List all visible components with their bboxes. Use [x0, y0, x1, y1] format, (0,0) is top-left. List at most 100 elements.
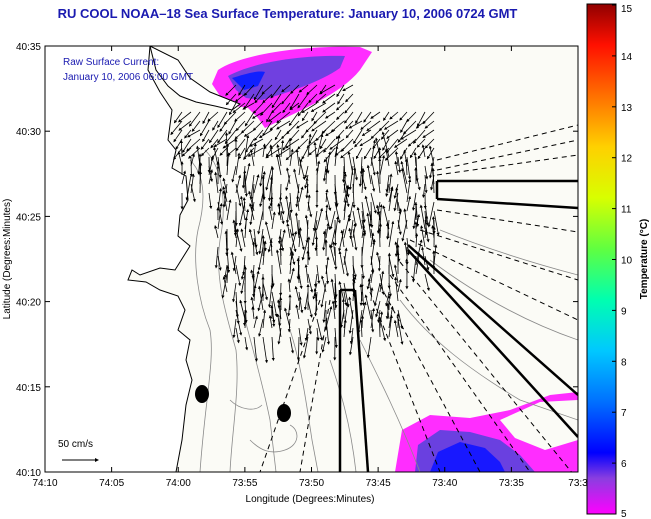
current-vector — [361, 201, 366, 223]
current-vector — [347, 201, 354, 222]
current-vector — [208, 192, 213, 210]
current-vector — [243, 84, 255, 96]
current-vector — [361, 129, 372, 136]
current-vector — [289, 210, 295, 237]
current-vector — [298, 84, 309, 93]
current-vector — [298, 186, 304, 203]
current-vector — [304, 214, 309, 230]
current-vector — [243, 93, 255, 110]
current-vector — [253, 228, 258, 249]
current-vector — [334, 145, 339, 167]
current-vector — [330, 120, 345, 133]
colorbar-tick-label: 7 — [621, 408, 627, 419]
current-vector — [415, 174, 421, 191]
current-vector — [316, 327, 320, 341]
current-vector — [393, 264, 399, 284]
current-vector — [275, 153, 282, 176]
current-vector — [268, 205, 273, 221]
current-vector — [307, 194, 311, 212]
current-vector — [210, 138, 219, 149]
current-vector — [214, 171, 219, 194]
current-vector — [281, 93, 291, 105]
current-vector — [289, 336, 295, 354]
current-vector — [207, 111, 219, 122]
current-vector — [385, 174, 390, 193]
current-vector — [403, 208, 408, 230]
current-vector — [269, 144, 273, 158]
current-vector — [228, 120, 237, 135]
current-vector — [343, 302, 349, 329]
current-vector — [328, 244, 336, 266]
current-vector — [234, 111, 246, 122]
current-vector — [231, 165, 237, 183]
current-vector — [274, 129, 282, 141]
current-vector — [386, 138, 399, 154]
current-vector — [399, 111, 408, 121]
colorbar-tick-label: 6 — [621, 459, 627, 470]
current-vector — [271, 273, 275, 287]
current-vector — [348, 227, 354, 248]
current-vector — [232, 282, 237, 303]
current-vector — [304, 174, 309, 189]
current-vector — [276, 144, 282, 167]
current-vector — [277, 299, 282, 320]
current-vector — [320, 282, 327, 308]
current-vector — [433, 244, 438, 266]
current-vector — [406, 195, 412, 212]
current-vector — [301, 237, 309, 261]
current-vector — [348, 165, 354, 191]
current-vector — [422, 183, 426, 199]
current-vector — [229, 102, 237, 116]
current-vector — [404, 158, 408, 176]
current-vector — [270, 166, 275, 185]
current-vector — [232, 102, 246, 114]
current-vector — [400, 160, 408, 185]
current-vector — [366, 164, 372, 185]
sst-gap — [500, 400, 578, 450]
current-vector — [221, 273, 228, 299]
current-vector — [294, 285, 300, 302]
current-vector — [397, 278, 402, 293]
current-vector — [370, 238, 376, 266]
current-vector — [313, 292, 318, 311]
current-vector — [424, 219, 430, 243]
current-vector — [270, 84, 282, 99]
current-vector — [332, 241, 336, 257]
current-vector — [188, 111, 201, 127]
current-vector — [378, 223, 383, 239]
current-vector — [222, 276, 228, 293]
current-vector — [190, 153, 195, 167]
current-vector — [318, 84, 336, 95]
current-vector — [208, 155, 215, 176]
current-vector — [247, 147, 264, 157]
colorbar-tick-label: 11 — [621, 205, 632, 216]
current-vector — [238, 147, 246, 160]
current-vector — [325, 188, 329, 203]
current-vector — [262, 120, 273, 137]
current-vector — [290, 84, 300, 94]
current-vector — [388, 282, 392, 298]
y-axis-ticks: 40:35 40:30 40:25 40:20 40:15 40:10 — [16, 42, 578, 479]
colorbar-tick-label: 14 — [621, 52, 633, 63]
current-vector — [252, 120, 264, 131]
station-dot — [195, 385, 209, 403]
current-vector — [232, 255, 237, 272]
current-vector — [378, 120, 390, 132]
y-tick-label: 40:10 — [16, 468, 41, 479]
current-vector — [384, 148, 390, 167]
current-vector — [288, 111, 300, 127]
north-shore — [149, 46, 242, 111]
current-vector — [298, 158, 303, 176]
current-vector — [297, 93, 309, 109]
current-vector — [253, 84, 264, 101]
current-vector — [323, 138, 336, 153]
current-vector — [298, 327, 303, 346]
current-vector — [265, 165, 273, 191]
current-vector — [240, 273, 246, 295]
current-vector — [322, 93, 336, 104]
current-vector — [397, 129, 408, 143]
current-vector — [262, 309, 267, 329]
current-vector — [311, 120, 327, 132]
current-vector — [244, 134, 250, 158]
current-vector — [385, 183, 390, 197]
